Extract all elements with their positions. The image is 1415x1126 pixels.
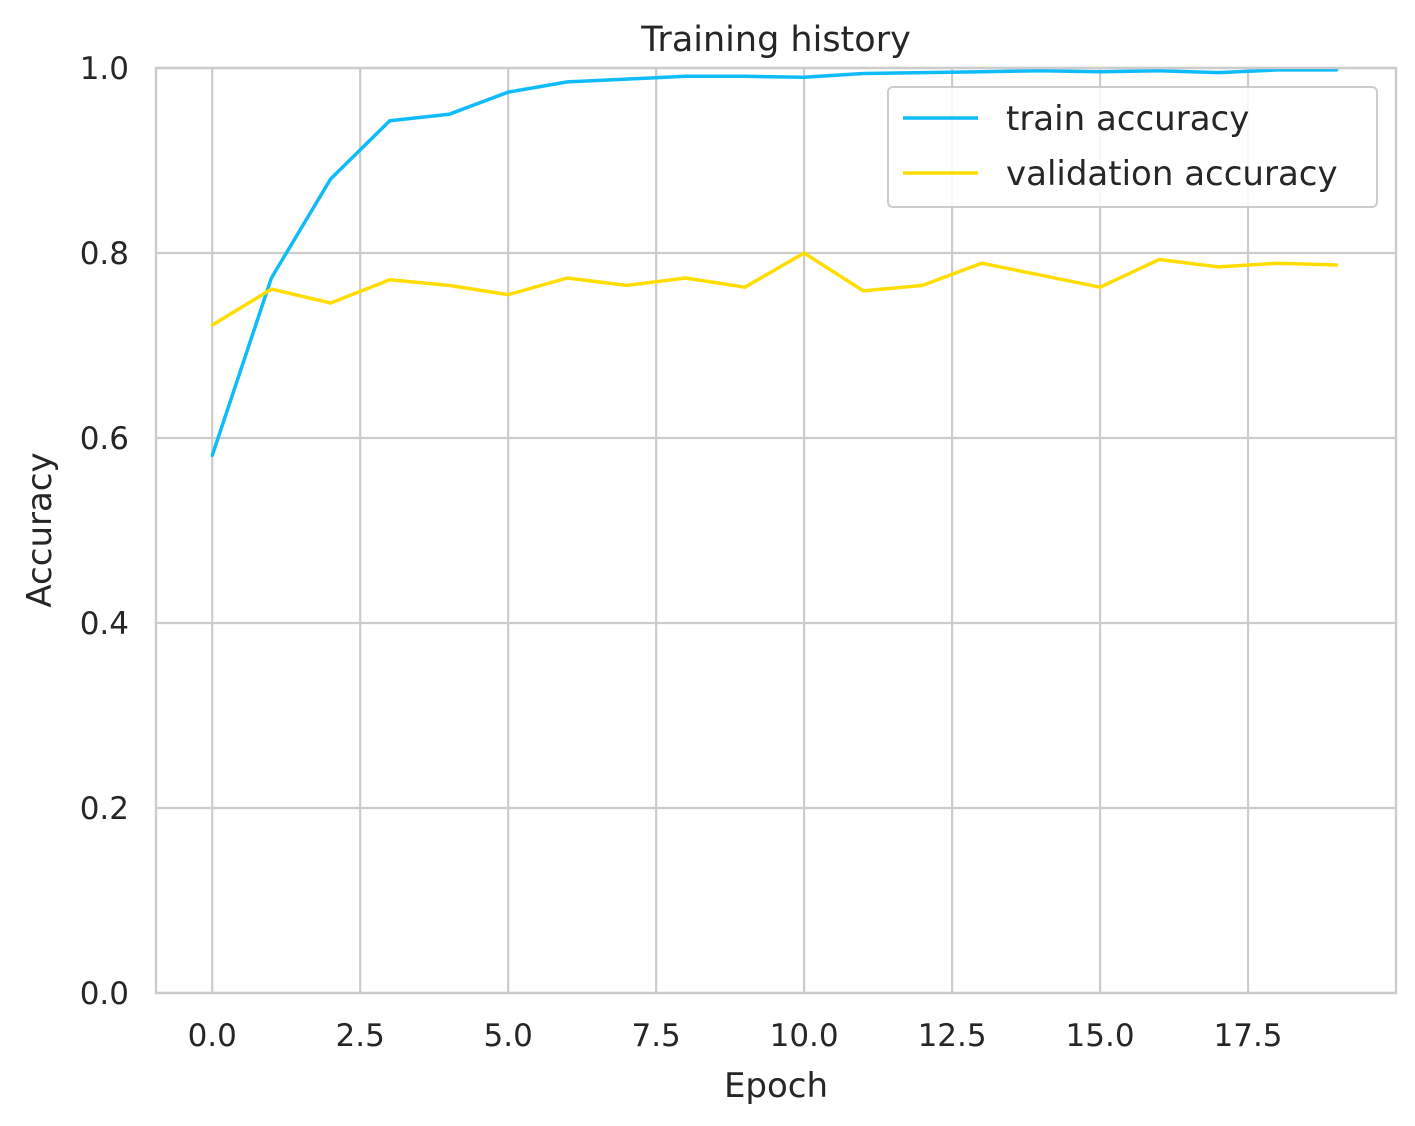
data-point-validation-accuracy (388, 278, 392, 282)
data-point-train-accuracy (329, 177, 333, 181)
data-point-validation-accuracy (269, 287, 273, 291)
data-point-validation-accuracy (1335, 263, 1339, 267)
data-point-train-accuracy (388, 119, 392, 123)
data-point-validation-accuracy (329, 301, 333, 305)
data-point-train-accuracy (802, 75, 806, 79)
x-tick-label: 10.0 (770, 1018, 839, 1054)
data-point-validation-accuracy (684, 276, 688, 280)
data-point-train-accuracy (625, 77, 629, 81)
data-point-train-accuracy (210, 454, 214, 458)
y-axis-label: Accuracy (20, 452, 60, 607)
data-point-validation-accuracy (447, 283, 451, 287)
data-point-train-accuracy (1157, 69, 1161, 73)
chart-title: Training history (640, 20, 911, 60)
data-point-train-accuracy (565, 80, 569, 84)
data-point-validation-accuracy (1039, 273, 1043, 277)
data-point-train-accuracy (1216, 71, 1220, 75)
series-line-validation-accuracy (211, 251, 1337, 327)
x-tick-label: 12.5 (918, 1018, 987, 1054)
data-point-validation-accuracy (1157, 257, 1161, 261)
data-point-validation-accuracy (210, 323, 214, 327)
data-point-validation-accuracy (980, 261, 984, 265)
y-tick-label: 0.8 (80, 236, 129, 272)
x-axis-label: Epoch (724, 1066, 828, 1106)
data-point-train-accuracy (743, 74, 747, 78)
data-point-train-accuracy (861, 72, 865, 76)
y-tick-label: 0.2 (80, 791, 129, 827)
y-tick-label: 0.0 (80, 976, 129, 1012)
data-point-train-accuracy (1098, 70, 1102, 74)
series-line-train-accuracy (210, 68, 1337, 457)
y-tick-label: 0.4 (80, 606, 129, 642)
data-point-validation-accuracy (565, 276, 569, 280)
legend-label-train-accuracy: train accuracy (1006, 99, 1249, 139)
plot-background (156, 68, 1396, 993)
data-point-validation-accuracy (802, 251, 806, 255)
data-point-train-accuracy (920, 71, 924, 75)
legend: train accuracy validation accuracy (887, 86, 1378, 208)
data-point-train-accuracy (684, 74, 688, 78)
plot-frame (154, 66, 1398, 995)
x-tick-label: 0.0 (188, 1018, 237, 1054)
tick-labels: 0.0 2.5 5.0 7.5 10.0 12.5 15.0 17.5 0.0 0.2 0.4 0.6… (80, 51, 1283, 1054)
data-point-train-accuracy (447, 112, 451, 116)
x-tick-label: 17.5 (1214, 1018, 1283, 1054)
data-point-validation-accuracy (861, 289, 865, 293)
data-point-validation-accuracy (920, 283, 924, 287)
x-tick-label: 2.5 (336, 1018, 385, 1054)
data-point-validation-accuracy (1216, 265, 1220, 269)
data-point-train-accuracy (269, 276, 273, 280)
data-point-train-accuracy (980, 70, 984, 74)
data-point-validation-accuracy (625, 283, 629, 287)
data-point-train-accuracy (1039, 69, 1043, 73)
legend-box (887, 86, 1378, 208)
y-tick-label: 1.0 (80, 51, 129, 87)
x-tick-label: 15.0 (1066, 1018, 1135, 1054)
data-point-train-accuracy (506, 90, 510, 94)
data-point-validation-accuracy (743, 285, 747, 289)
data-point-validation-accuracy (506, 293, 510, 297)
x-tick-label: 7.5 (631, 1018, 680, 1054)
data-point-validation-accuracy (1276, 261, 1280, 265)
data-point-validation-accuracy (1098, 285, 1102, 289)
series-lines (210, 68, 1339, 458)
legend-label-validation-accuracy: validation accuracy (1006, 154, 1338, 194)
x-tick-label: 5.0 (484, 1018, 533, 1054)
y-tick-label: 0.6 (80, 421, 129, 457)
